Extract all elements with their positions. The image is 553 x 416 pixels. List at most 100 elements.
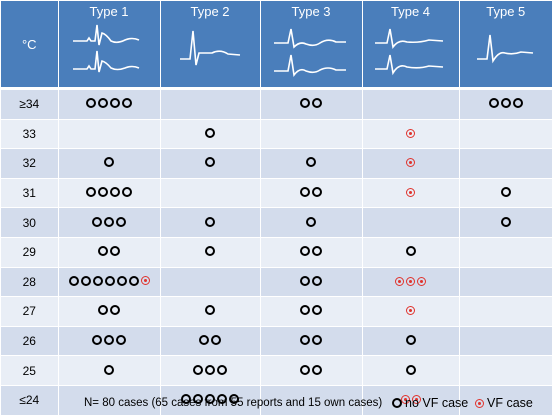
no-vf-case-icon	[104, 157, 114, 168]
case-cell-type2	[160, 326, 261, 357]
case-cell-type1	[58, 119, 161, 150]
case-cell-type1	[58, 237, 161, 268]
table-row: 28	[1, 267, 552, 298]
no-vf-case-icon	[306, 216, 316, 227]
vf-case-icon	[406, 306, 415, 316]
type-label: Type 4	[390, 4, 431, 19]
legend-no-vf-label: no VF case	[405, 396, 469, 410]
no-vf-marker-icon	[392, 398, 402, 408]
no-vf-case-icon	[229, 394, 239, 405]
no-vf-case-icon	[500, 216, 511, 227]
no-vf-case-icon	[104, 364, 114, 375]
case-cell-type4	[362, 355, 460, 386]
type-header-5: Type 5	[459, 1, 552, 90]
no-vf-case-icon	[110, 305, 120, 316]
type-label: Type 5	[486, 4, 526, 19]
case-cell-type4	[362, 207, 460, 238]
case-cell-type4	[362, 296, 460, 327]
temperature-cell: 28	[1, 267, 59, 298]
no-vf-case-icon	[68, 275, 79, 286]
case-cell-type2	[160, 267, 261, 298]
vf-marker-icon	[475, 398, 484, 408]
no-vf-case-icon	[312, 275, 322, 286]
ecg-type2-icon	[180, 30, 241, 66]
no-vf-case-icon	[104, 335, 114, 346]
type-label: Type 2	[190, 4, 230, 19]
case-cell-type1	[58, 355, 161, 386]
legend-vf: VF case	[475, 396, 533, 410]
no-vf-case-icon	[116, 275, 127, 286]
temperature-cell: 27	[1, 296, 59, 327]
legend-no-vf: no VF case	[392, 396, 468, 410]
no-vf-case-icon	[312, 305, 322, 316]
no-vf-case-icon	[122, 187, 132, 198]
no-vf-case-icon	[193, 394, 203, 405]
vf-case-icon	[406, 158, 415, 168]
no-vf-case-icon	[116, 335, 126, 346]
no-vf-case-icon	[312, 335, 322, 346]
case-cell-type5	[459, 385, 552, 416]
no-vf-case-icon	[312, 187, 322, 198]
no-vf-case-icon	[512, 98, 523, 109]
footer: N= 80 cases (65 cases from 55 reports an…	[0, 395, 553, 413]
temperature-cell: ≤24	[1, 385, 59, 416]
no-vf-case-icon	[488, 98, 499, 109]
no-vf-case-icon	[86, 98, 96, 109]
no-vf-case-icon	[98, 187, 108, 198]
case-cell-type5	[459, 326, 552, 357]
case-cell-type1	[58, 178, 161, 209]
table-row: 26	[1, 326, 552, 357]
case-cell-type1	[58, 385, 161, 416]
table-row: 33	[1, 119, 552, 150]
no-vf-case-icon	[300, 305, 310, 316]
no-vf-case-icon	[205, 305, 215, 316]
case-cell-type2	[160, 119, 261, 150]
case-cell-type3	[260, 385, 363, 416]
no-vf-case-icon	[300, 187, 310, 198]
no-vf-case-icon	[312, 246, 322, 257]
case-cell-type5	[459, 237, 552, 268]
temperature-cell: 30	[1, 207, 59, 238]
temperature-cell: 31	[1, 178, 59, 209]
case-cell-type4	[362, 267, 460, 298]
no-vf-case-icon	[98, 98, 108, 109]
vf-case-icon	[417, 276, 426, 286]
no-vf-case-icon	[300, 246, 310, 257]
no-vf-case-icon	[205, 364, 215, 375]
case-cell-type3	[260, 119, 363, 150]
unit-label: °C	[21, 36, 37, 52]
case-cell-type1	[58, 326, 161, 357]
case-cell-type5	[459, 207, 552, 238]
ecg-type4-icon	[374, 28, 443, 76]
type-label: Type 3	[291, 4, 331, 19]
case-cell-type5	[459, 88, 552, 120]
case-cell-type2	[160, 148, 261, 179]
no-vf-case-icon	[98, 305, 108, 316]
type-header-4: Type 4	[362, 1, 460, 90]
no-vf-case-icon	[92, 335, 102, 346]
case-cell-type1	[58, 207, 161, 238]
no-vf-case-icon	[405, 246, 416, 257]
case-count-footnote: N= 80 cases (65 cases from 55 reports an…	[84, 397, 383, 409]
case-cell-type4	[362, 237, 460, 268]
case-cell-type5	[459, 148, 552, 179]
case-cell-type2	[160, 207, 261, 238]
case-cell-type5	[459, 355, 552, 386]
case-cell-type4	[362, 119, 460, 150]
no-vf-case-icon	[116, 216, 126, 227]
header-row: °C Type 1 Type 2 Type	[1, 1, 552, 90]
case-cell-type3	[260, 355, 363, 386]
vf-case-icon	[406, 188, 415, 198]
case-cell-type3	[260, 88, 363, 120]
table-row: ≤24	[1, 385, 552, 416]
unit-header: °C	[1, 1, 59, 90]
vf-case-icon	[406, 276, 415, 286]
case-cell-type2	[160, 237, 261, 268]
type-header-3: Type 3	[260, 1, 363, 90]
no-vf-case-icon	[500, 98, 511, 109]
case-cell-type5	[459, 296, 552, 327]
case-cell-type1	[58, 296, 161, 327]
temperature-cell: 32	[1, 148, 59, 179]
no-vf-case-icon	[98, 246, 108, 257]
no-vf-case-icon	[306, 157, 316, 168]
